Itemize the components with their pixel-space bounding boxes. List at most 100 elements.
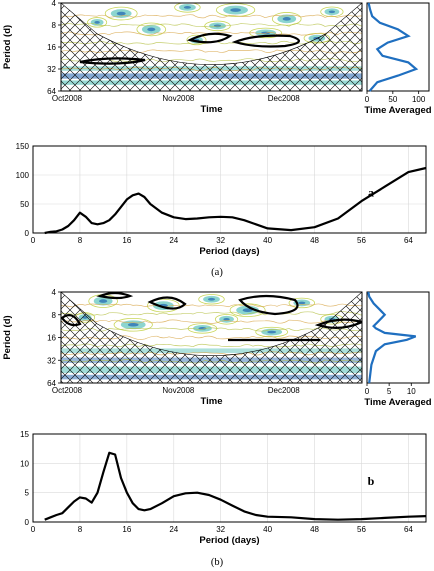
a-wavelet-xlabel: Time: [200, 104, 222, 115]
a-wavelet-contour-core: [328, 10, 336, 14]
a-wavelet-contour-core: [116, 11, 126, 16]
b-wavelet-contour-line: [61, 311, 362, 316]
b-wavelet-power-band: [61, 348, 362, 353]
b-spec-annotation: b: [368, 474, 375, 488]
b-spec-ytick-label: 5: [25, 489, 30, 498]
b-wavelet-contour-outer: [214, 314, 239, 325]
a-wavelet-contour-outer: [87, 17, 108, 28]
a-wavelet-ytick-label: 16: [47, 43, 56, 52]
a-wavelet-cone-of-influence: [61, 3, 362, 91]
a-spec-ytick-label: 0: [25, 229, 30, 238]
a-wavelet-ylabel: Period (d): [2, 25, 13, 69]
b-wavelet-contour-outer: [229, 303, 266, 318]
a-wavelet-contour-line: [61, 22, 362, 28]
b-wavelet-xtick-label: Oct2008: [52, 386, 83, 395]
b-wavelet-contour-core: [242, 308, 253, 313]
a-wavelet-contour-outer: [215, 3, 256, 17]
b-spec-ytick-label: 15: [20, 430, 29, 439]
caption-a: (a): [211, 267, 223, 278]
a-spec-xtick-label: 56: [357, 236, 366, 245]
b-wavelet-ytick-label: 32: [47, 356, 56, 365]
a-wavelet-significance-contour: [186, 32, 233, 44]
a-spec-ytick-label: 50: [20, 200, 29, 209]
b-spec-xlabel: Period (days): [199, 535, 259, 546]
b-avg-series-line: [367, 291, 417, 384]
b-wavelet-xtick-label: Nov2008: [162, 386, 195, 395]
a-wavelet-contour-core: [94, 21, 100, 24]
a-wavelet-contour-outer: [204, 20, 231, 32]
a-wavelet-contour-core: [147, 27, 156, 32]
b-avg-xtick-label: 10: [407, 387, 416, 396]
a-wavelet-xtick-label: Dec2008: [268, 94, 301, 103]
b-wavelet-significance-contour: [147, 296, 187, 310]
a-avg-series-line: [367, 2, 419, 92]
a-wavelet-contour-core: [183, 6, 192, 9]
a-wavelet-contour-outer: [174, 3, 201, 13]
a-wavelet-ytick-label: 32: [47, 65, 56, 74]
a-spec-xtick-label: 48: [310, 236, 319, 245]
a-wavelet-contour-outer: [104, 6, 138, 21]
a-spec-xtick-label: 40: [263, 236, 272, 245]
b-spec-xtick-label: 64: [404, 525, 413, 534]
a-wavelet-ytick-label: 8: [52, 21, 57, 30]
b-spec-series-line: [44, 451, 427, 521]
a-wavelet-contour-outer: [186, 34, 207, 46]
a-spec-ytick-label: 150: [16, 142, 30, 151]
caption-b: (b): [211, 557, 224, 568]
a-avg-xlabel: Time Averaged: [364, 105, 431, 116]
a-spec-series-line: [44, 166, 427, 235]
b-wavelet-significance-contour: [238, 294, 299, 316]
a-spec-xtick-label: 64: [404, 236, 413, 245]
b-wavelet-ytick-label: 8: [52, 311, 57, 320]
b-spec-xtick-label: 0: [31, 525, 36, 534]
a-avg-xtick-label: 50: [388, 95, 397, 104]
a-wavelet-contour-core: [282, 17, 291, 21]
a-avg-xtick-label: 0: [365, 95, 370, 104]
b-spec-xtick-label: 24: [169, 525, 178, 534]
b-wavelet-contour-core: [298, 301, 306, 305]
b-wavelet-contour-core: [223, 317, 230, 321]
b-spec-frame-border: [32, 433, 427, 523]
b-wavelet-contour-line: [61, 303, 362, 308]
b-wavelet-significance-contour: [96, 292, 134, 300]
a-wavelet-xtick-label: Nov2008: [162, 94, 195, 103]
b-wavelet-contour-core: [127, 322, 139, 327]
b-wavelet-xtick-label: Dec2008: [268, 386, 301, 395]
b-spec-xtick-label: 32: [216, 525, 225, 534]
b-wavelet-ylabel: Period (d): [2, 315, 13, 359]
b-wavelet-contour-core: [207, 297, 216, 301]
b-avg-xlabel: Time Averaged: [364, 397, 431, 408]
a-wavelet-contour-outer: [136, 22, 167, 37]
a-spec-xtick-label: 16: [122, 236, 131, 245]
a-wavelet-ytick-label: 4: [52, 0, 57, 8]
a-wavelet-contour-core: [230, 8, 241, 12]
b-spec-xtick-label: 48: [310, 525, 319, 534]
b-wavelet-ytick-label: 4: [52, 288, 57, 297]
b-spec-xtick-label: 40: [263, 525, 272, 534]
b-wavelet-contour-outer: [198, 294, 225, 305]
a-avg-xtick-label: 100: [412, 95, 426, 104]
a-wavelet-xtick-label: Oct2008: [52, 94, 83, 103]
a-wavelet-contour-outer: [320, 6, 344, 18]
b-spec-xtick-label: 8: [78, 525, 83, 534]
b-avg-xtick-label: 5: [387, 387, 392, 396]
b-wavelet-ytick-label: 64: [47, 379, 56, 388]
a-spec-xtick-label: 0: [31, 236, 36, 245]
b-spec-ytick-label: 10: [20, 459, 29, 468]
a-spec-xlabel: Period (days): [199, 246, 259, 257]
a-spec-frame-border: [32, 145, 427, 234]
a-wavelet-significance-contour: [231, 34, 300, 48]
b-wavelet-contour-outer: [288, 297, 316, 309]
b-wavelet-contour-core: [99, 299, 108, 303]
b-wavelet-cone-of-influence: [61, 292, 362, 383]
b-spec-ytick-label: 0: [25, 518, 30, 527]
b-avg-xtick-label: 0: [365, 387, 370, 396]
b-spec-xtick-label: 16: [122, 525, 131, 534]
b-spec-xtick-label: 56: [357, 525, 366, 534]
a-spec-xtick-label: 8: [78, 236, 83, 245]
a-wavelet-heatmap-group: [61, 3, 362, 91]
b-wavelet-heatmap-group: [61, 292, 362, 383]
b-wavelet-contour-line: [61, 319, 362, 324]
a-spec-annotation: a: [368, 185, 374, 199]
